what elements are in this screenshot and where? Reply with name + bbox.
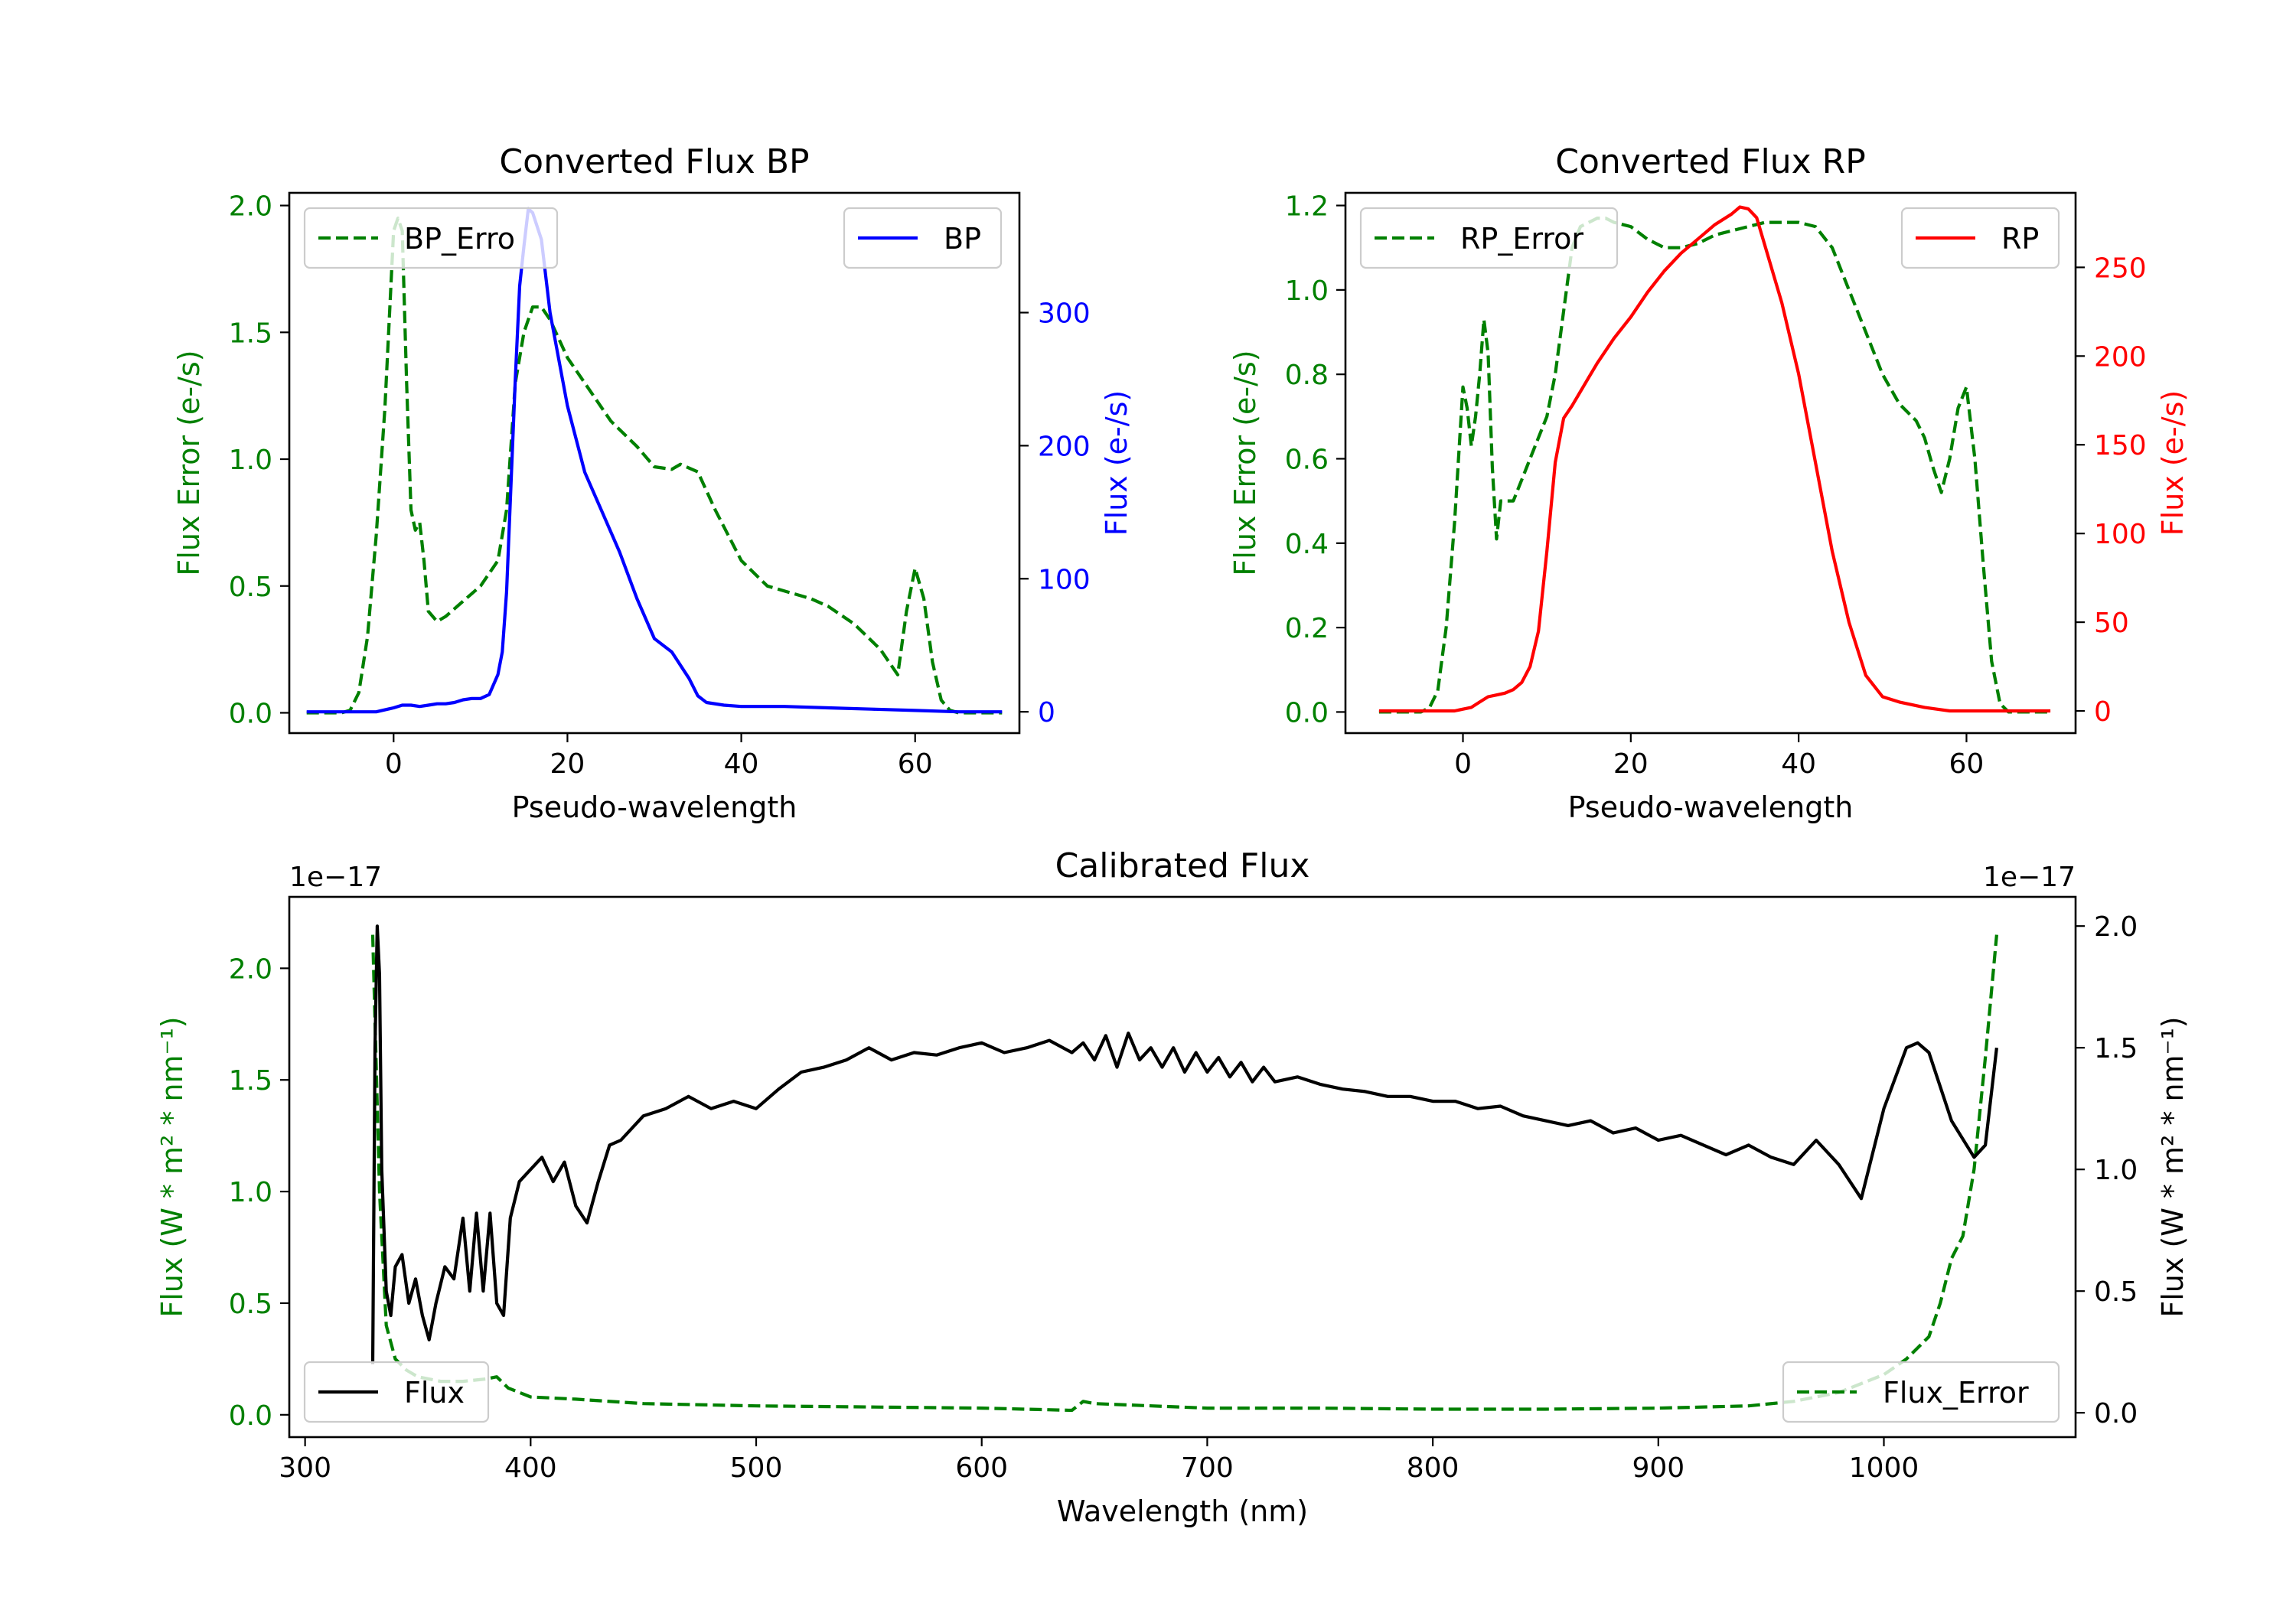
y-right-tick-label: 2.0 <box>2094 911 2138 943</box>
x-tick-label: 300 <box>279 1452 331 1484</box>
y-left-tick-label: 0.5 <box>229 1289 272 1320</box>
axes-frame-cal <box>288 895 2077 1439</box>
x-tick-label: 40 <box>724 748 759 780</box>
y-right-tick-label: 200 <box>2094 341 2147 373</box>
x-axis-label: Pseudo-wavelength <box>512 790 797 824</box>
y-left-tick-label: 1.2 <box>1285 191 1329 223</box>
y-right-offset-label: 1e−17 <box>1983 862 2076 893</box>
y-right-tick-label: 0.0 <box>2094 1398 2138 1429</box>
x-tick-label: 900 <box>1632 1452 1684 1484</box>
x-tick-label: 60 <box>898 748 933 780</box>
x-tick-label: 20 <box>550 748 585 780</box>
series-cal-flux_error <box>370 934 1998 1413</box>
x-tick-label: 800 <box>1407 1452 1459 1484</box>
y-right-tick-label: 100 <box>2094 519 2147 550</box>
y-left-tick-label: 0.0 <box>229 698 272 729</box>
legend-label: Flux_Error <box>1883 1376 2029 1410</box>
legend-bp_error: BP_Erro <box>303 207 559 269</box>
legend-flux: Flux <box>303 1361 490 1423</box>
legend-flux_error: Flux_Error <box>1782 1361 2060 1423</box>
legend-label: RP <box>2001 222 2039 256</box>
y-right-tick-label: 50 <box>2094 608 2129 639</box>
y-right-axis-label: Flux (e-/s) <box>1100 390 1133 536</box>
legend-label: BP_Erro <box>404 222 515 256</box>
y-right-tick-label: 0.5 <box>2094 1276 2138 1308</box>
chart-title: Calibrated Flux <box>1055 846 1310 885</box>
y-left-axis-label: Flux Error (e-/s) <box>172 350 206 575</box>
chart-title: Converted Flux BP <box>499 142 809 181</box>
y-right-tick-label: 100 <box>1038 564 1091 595</box>
x-tick-label: 500 <box>730 1452 783 1484</box>
series-rp-rp <box>1378 205 2051 713</box>
legend-rp_error: RP_Error <box>1359 207 1619 269</box>
y-left-tick-label: 0.5 <box>229 572 272 603</box>
x-axis-label: Wavelength (nm) <box>1057 1495 1308 1528</box>
legend-box <box>843 207 1003 269</box>
y-right-tick-label: 200 <box>1038 431 1091 462</box>
x-tick-label: 40 <box>1781 748 1816 780</box>
x-tick-label: 600 <box>955 1452 1008 1484</box>
x-tick-label: 0 <box>385 748 403 780</box>
axes-frame-rp <box>1344 191 2077 735</box>
legend-box <box>1782 1361 2060 1423</box>
y-right-tick-label: 1.5 <box>2094 1033 2138 1064</box>
y-left-tick-label: 0.2 <box>1285 613 1329 644</box>
chart-rp: 0 20 40 60 0.0 0.2 0.4 0.6 0.8 1.0 1.2 0 50 100 150 200… <box>1228 142 2190 824</box>
y-right-tick-label: 0 <box>1038 697 1055 729</box>
legend-box <box>303 1361 490 1423</box>
x-tick-label: 0 <box>1454 748 1472 780</box>
x-axis-label: Pseudo-wavelength <box>1568 790 1854 824</box>
x-tick-label: 20 <box>1613 748 1649 780</box>
series-bp-bp <box>306 207 1003 714</box>
x-tick-label: 60 <box>1949 748 1985 780</box>
y-left-tick-label: 0.4 <box>1285 529 1329 560</box>
axes-frame-bp <box>288 191 1021 735</box>
legend-rp: RP <box>1900 207 2060 269</box>
x-tick-label: 700 <box>1181 1452 1234 1484</box>
legend-box <box>303 207 559 269</box>
y-left-tick-label: 0.0 <box>229 1400 272 1432</box>
legend-label: Flux <box>404 1376 465 1410</box>
y-right-tick-label: 250 <box>2094 253 2147 284</box>
y-left-tick-label: 1.0 <box>229 445 272 476</box>
y-left-tick-label: 1.0 <box>1285 275 1329 307</box>
series-cal-flux <box>370 924 1998 1364</box>
chart-cal: 300 400 500 600 700 800 900 1000 0.0 0.5 1.0 1.5 2.0… <box>155 846 2190 1528</box>
y-left-axis-label: Flux (W * m² * nm⁻¹) <box>155 1016 189 1317</box>
legend-box <box>1900 207 2060 269</box>
y-right-tick-label: 300 <box>1038 298 1091 330</box>
series-rp-rp_error <box>1378 217 2051 714</box>
y-left-tick-label: 0.8 <box>1285 360 1329 391</box>
y-right-axis-label: Flux (e-/s) <box>2156 390 2190 536</box>
y-left-tick-label: 2.0 <box>229 191 272 223</box>
y-left-tick-label: 2.0 <box>229 953 272 985</box>
x-tick-label: 400 <box>504 1452 557 1484</box>
legend-label: RP_Error <box>1460 222 1583 256</box>
y-right-axis-label: Flux (W * m² * nm⁻¹) <box>2156 1016 2190 1317</box>
y-right-tick-label: 150 <box>2094 430 2147 461</box>
legend-bp: BP <box>843 207 1003 269</box>
y-left-tick-label: 0.6 <box>1285 444 1329 475</box>
y-left-tick-label: 1.5 <box>229 1065 272 1097</box>
chart-bp: 0 20 40 60 0.0 0.5 1.0 1.5 2.0 0 100 200 300 Converte… <box>172 142 1133 824</box>
y-left-tick-label: 1.5 <box>229 318 272 349</box>
y-left-tick-label: 0.0 <box>1285 697 1329 729</box>
chart-title: Converted Flux RP <box>1555 142 1866 181</box>
y-left-tick-label: 1.0 <box>229 1177 272 1208</box>
legend-label: BP <box>944 222 981 256</box>
legend-box <box>1359 207 1619 269</box>
y-right-tick-label: 1.0 <box>2094 1155 2138 1186</box>
y-right-tick-label: 0 <box>2094 696 2112 728</box>
x-tick-label: 1000 <box>1849 1452 1919 1484</box>
y-left-offset-label: 1e−17 <box>289 862 382 893</box>
y-left-axis-label: Flux Error (e-/s) <box>1228 350 1262 575</box>
